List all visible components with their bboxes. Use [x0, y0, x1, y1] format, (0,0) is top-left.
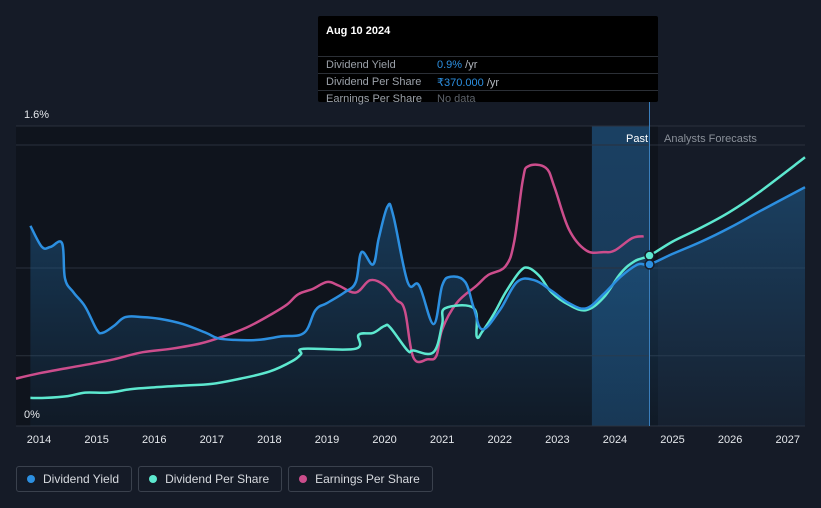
- legend-dot-icon: [149, 475, 158, 483]
- legend-label: Dividend Yield: [43, 472, 120, 486]
- hover-tooltip: Aug 10 2024 Dividend Yield 0.9% /yr Divi…: [318, 16, 658, 105]
- legend-dividend-yield[interactable]: Dividend Yield: [16, 466, 133, 492]
- x-tick-label: 2016: [142, 434, 166, 446]
- x-tick-label: 2025: [660, 434, 684, 446]
- legend-dot-icon: [27, 475, 35, 483]
- dividend-yield-marker[interactable]: [644, 259, 655, 270]
- legend-label: Earnings Per Share: [315, 472, 420, 486]
- tooltip-unit: /yr: [462, 59, 478, 71]
- x-tick-label: 2024: [603, 434, 627, 446]
- tooltip-label: Dividend Yield: [326, 59, 396, 71]
- y-axis-top-label: 1.6%: [24, 109, 49, 121]
- x-tick-label: 2026: [718, 434, 742, 446]
- y-axis-bottom-label: 0%: [24, 409, 40, 421]
- x-axis-ticks: 2014 2015 2016 2017 2018 2019 2020 2021 2022 2023…: [27, 434, 800, 446]
- tooltip-label: Dividend Per Share: [326, 76, 422, 88]
- tooltip-label: Earnings Per Share: [326, 93, 422, 105]
- tooltip-date: Aug 10 2024: [326, 25, 391, 37]
- x-tick-label: 2015: [84, 434, 108, 446]
- dividend-per-share-marker[interactable]: [644, 250, 655, 261]
- tooltip-value: ₹370.000: [437, 77, 484, 89]
- x-tick-label: 2017: [200, 434, 224, 446]
- tooltip-unit: /yr: [483, 77, 500, 89]
- tooltip-row-dividend-per-share: Dividend Per Share ₹370.000 /yr: [318, 73, 658, 91]
- legend-earnings-per-share[interactable]: Earnings Per Share: [288, 466, 433, 492]
- x-tick-label: 2018: [257, 434, 281, 446]
- x-tick-label: 2023: [545, 434, 569, 446]
- earnings-per-share-line: [15, 163, 644, 380]
- dividend-per-share-line: [30, 156, 806, 400]
- past-label: Past: [626, 133, 648, 145]
- tooltip-row-earnings-per-share: Earnings Per Share No data: [318, 90, 658, 108]
- x-tick-label: 2021: [430, 434, 454, 446]
- x-tick-label: 2014: [27, 434, 51, 446]
- tooltip-row-dividend-yield: Dividend Yield 0.9% /yr: [318, 56, 658, 74]
- legend-dot-icon: [299, 475, 308, 483]
- dividend-yield-area: [30, 187, 805, 426]
- x-tick-label: 2019: [315, 434, 339, 446]
- dividend-yield-line: [29, 186, 806, 342]
- x-tick-label: 2020: [372, 434, 396, 446]
- dividend-chart: 1.6% 0% Past Analysts Forecasts 2014 2015…: [15, 100, 806, 446]
- x-tick-label: 2027: [775, 434, 799, 446]
- tooltip-value: 0.9%: [437, 59, 463, 71]
- legend-label: Dividend Per Share: [165, 472, 270, 486]
- forecast-label: Analysts Forecasts: [664, 133, 757, 145]
- x-tick-label: 2022: [488, 434, 512, 446]
- tooltip-value: No data: [437, 93, 476, 105]
- legend-dividend-per-share[interactable]: Dividend Per Share: [138, 466, 283, 492]
- chart-legend: Dividend Yield Dividend Per Share Earnin…: [16, 466, 433, 492]
